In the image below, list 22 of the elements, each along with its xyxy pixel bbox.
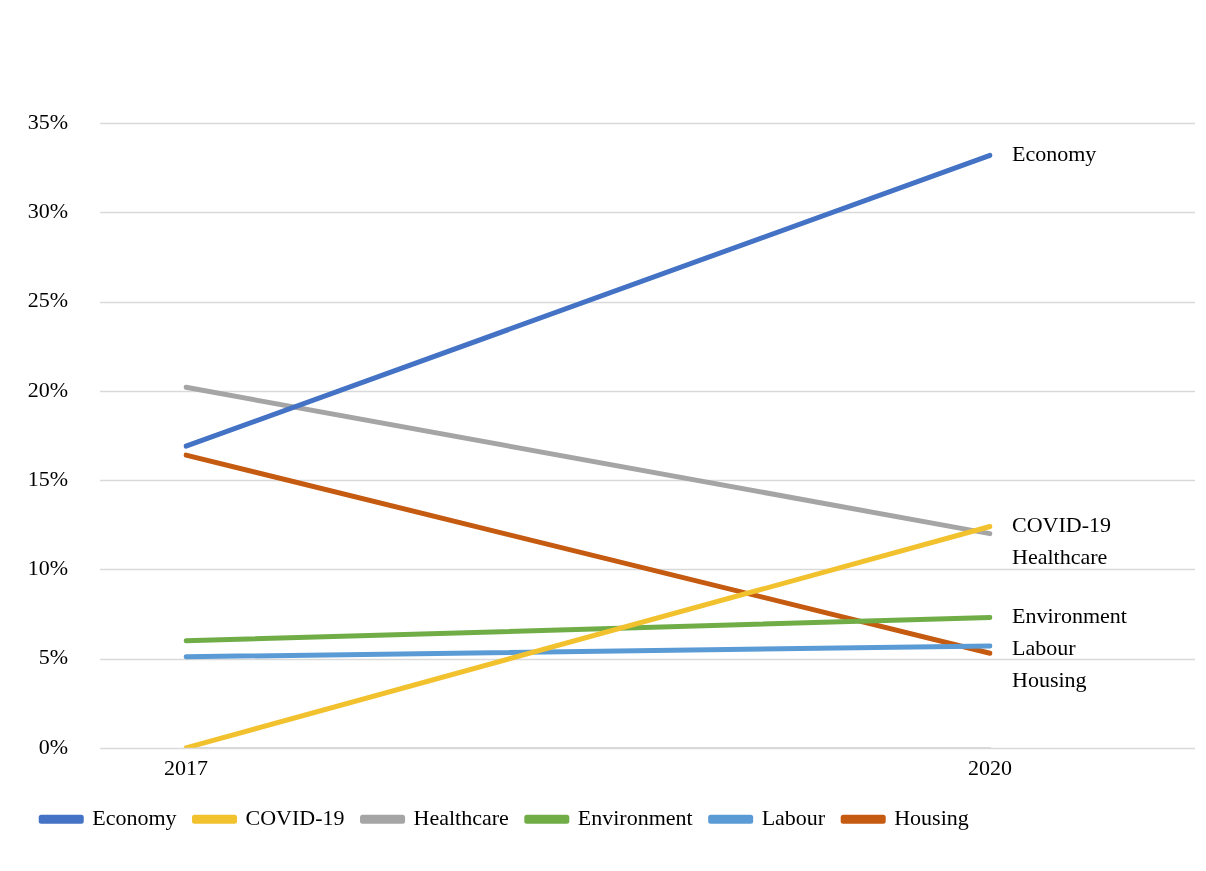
x-tick-label: 2020 bbox=[968, 754, 1012, 780]
text: COVID-19 bbox=[1012, 512, 1111, 538]
text: Labour bbox=[1012, 635, 1076, 661]
text: Economy bbox=[1012, 141, 1097, 167]
legend-label: Economy bbox=[92, 804, 177, 830]
text: Housing bbox=[1012, 667, 1087, 693]
y-tick-label: 20% bbox=[27, 376, 68, 402]
legend-label: Labour bbox=[761, 804, 826, 830]
y-tick-label: 25% bbox=[27, 287, 68, 313]
y-tick-label: 30% bbox=[27, 198, 68, 224]
y-tick-label: 5% bbox=[38, 644, 68, 670]
text: Environment bbox=[1012, 603, 1127, 629]
y-tick-label: 0% bbox=[38, 733, 68, 759]
y-tick-label: 15% bbox=[27, 465, 68, 491]
legend-label: Environment bbox=[577, 804, 693, 830]
x-tick-label: 2017 bbox=[164, 754, 208, 780]
legend-label: Healthcare bbox=[413, 804, 509, 830]
legend-label: COVID-19 bbox=[245, 804, 345, 830]
y-tick-label: 10% bbox=[27, 555, 68, 581]
text: Healthcare bbox=[1012, 544, 1108, 570]
legend-label: Housing bbox=[894, 804, 969, 830]
y-tick-label: 35% bbox=[27, 108, 68, 134]
